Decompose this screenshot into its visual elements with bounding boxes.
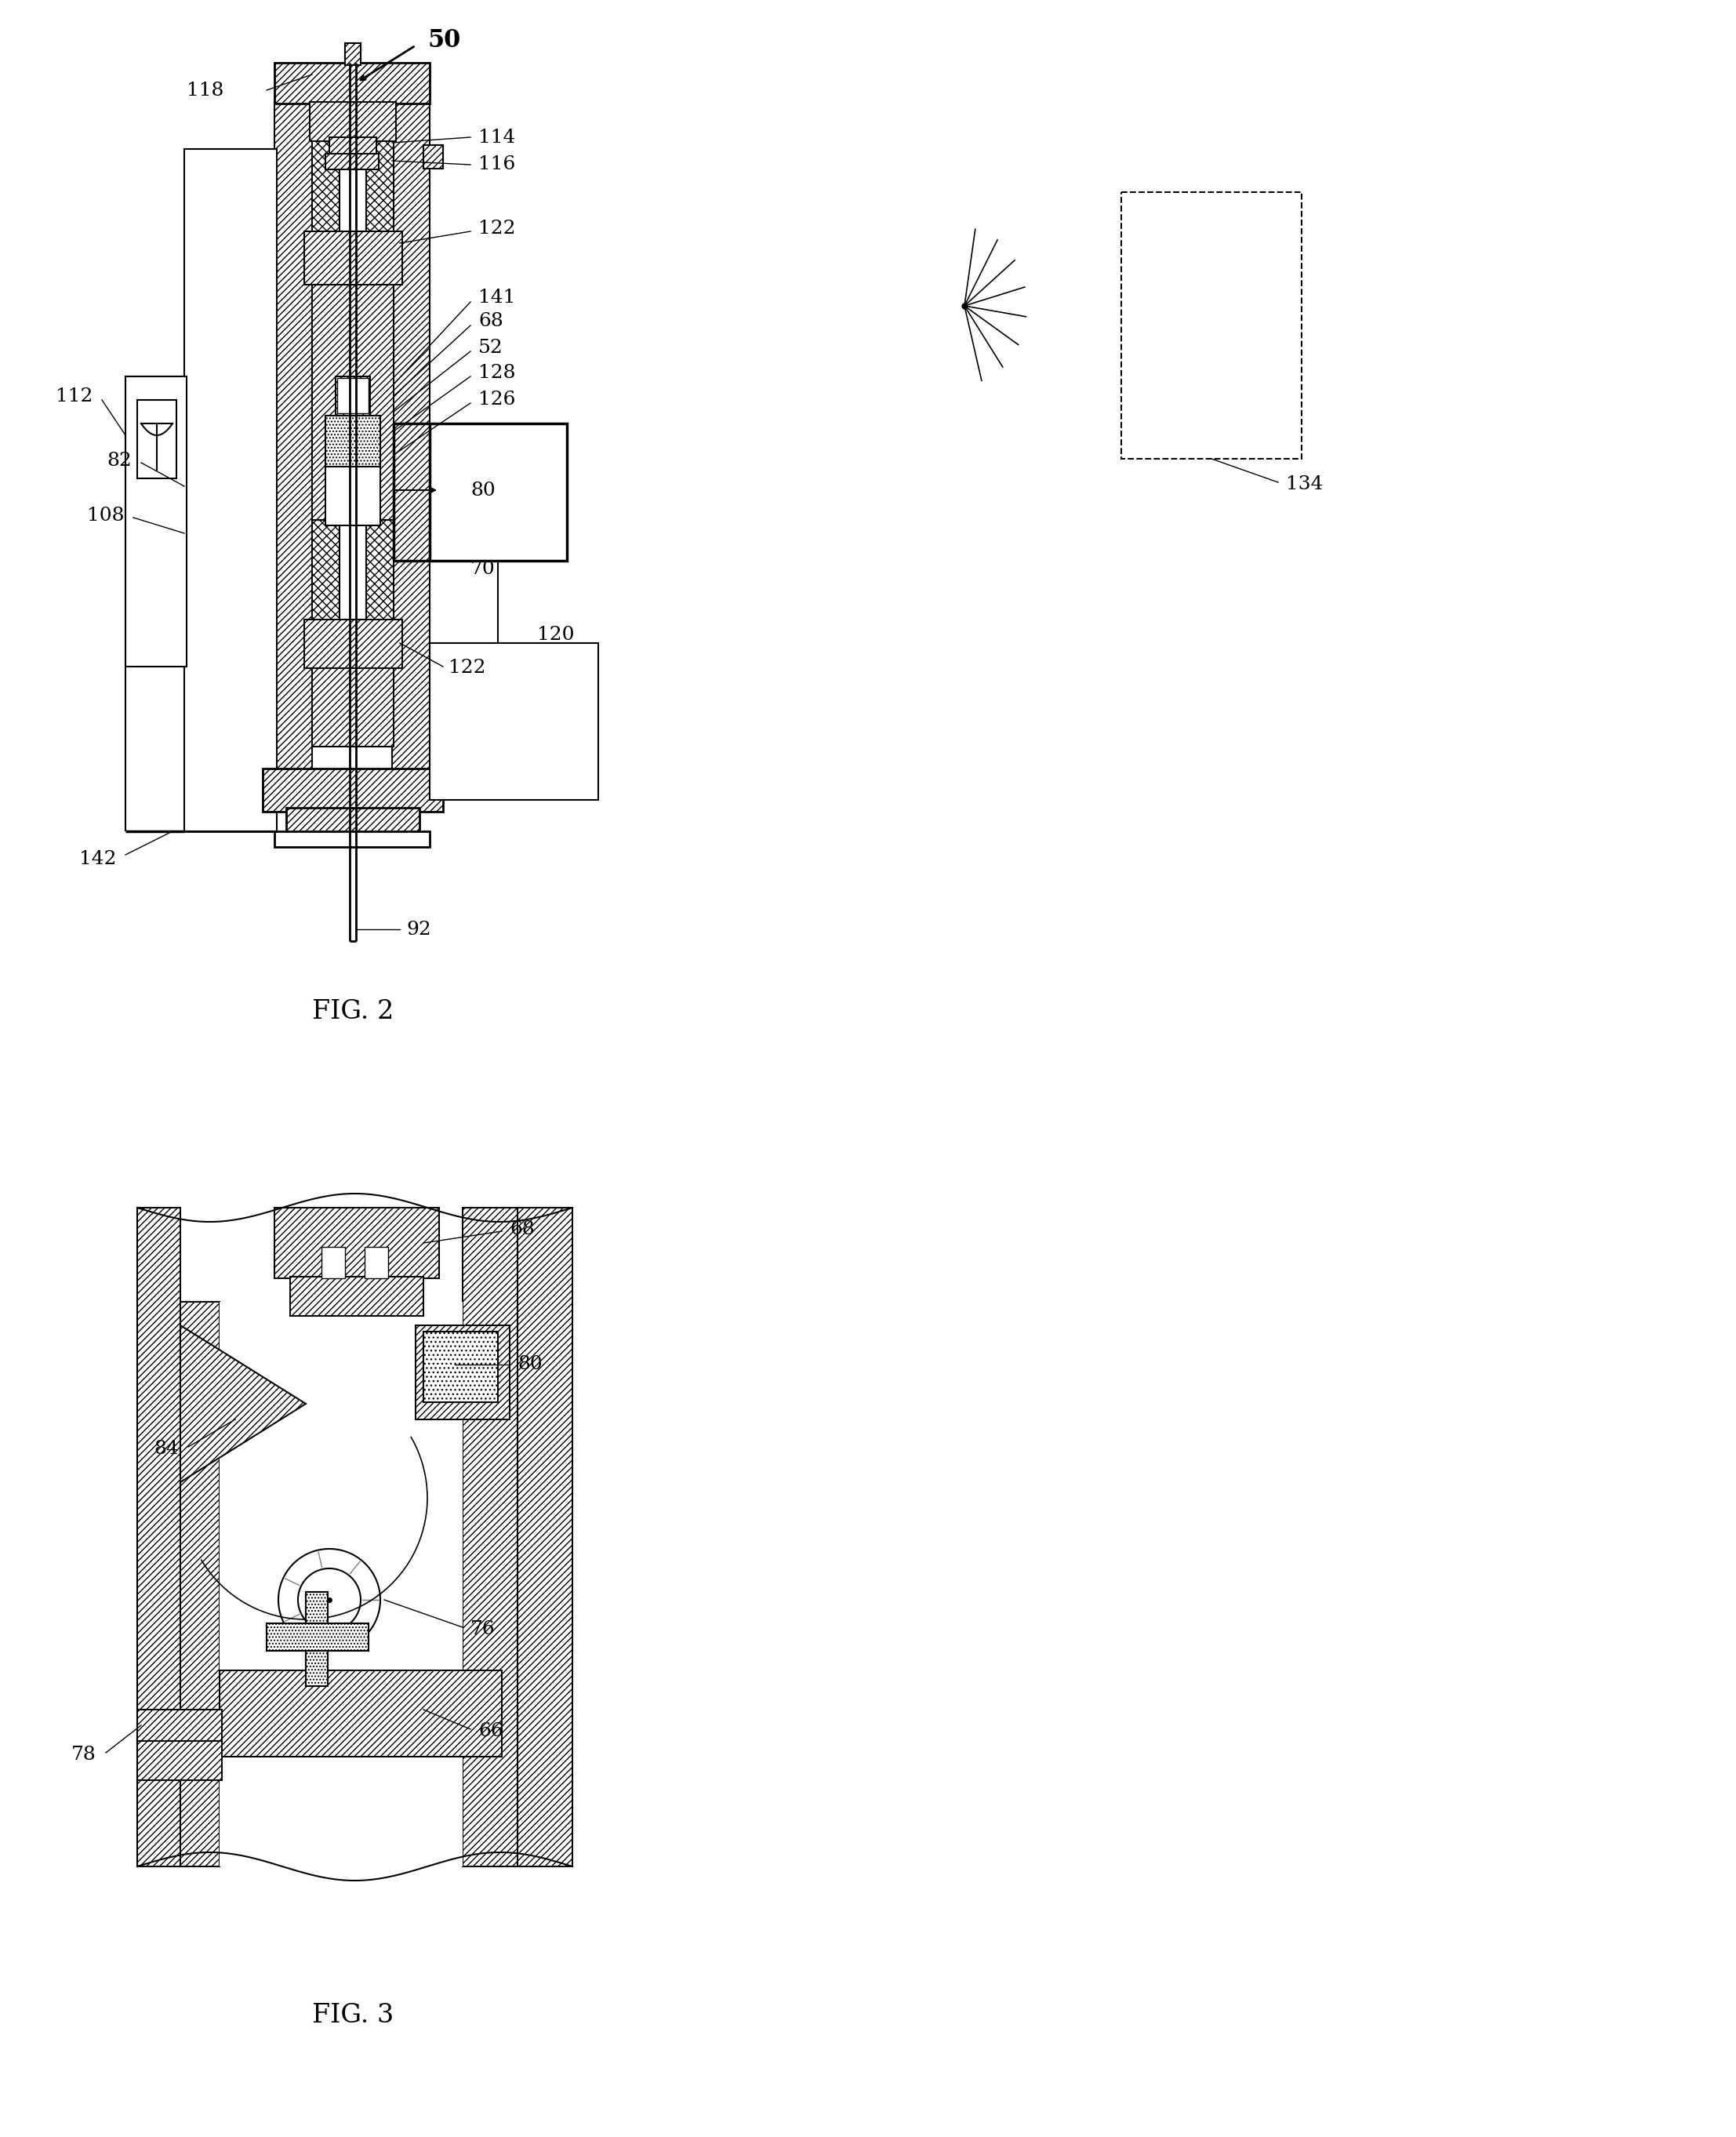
Bar xyxy=(335,376,370,415)
Text: 108: 108 xyxy=(87,506,123,526)
Text: 126: 126 xyxy=(479,391,516,408)
Bar xyxy=(312,669,394,746)
Text: 122: 122 xyxy=(448,658,486,677)
Bar xyxy=(424,1331,498,1402)
Text: 80: 80 xyxy=(470,481,495,500)
Bar xyxy=(431,423,568,560)
Bar xyxy=(392,103,431,776)
Bar xyxy=(125,376,186,667)
Bar xyxy=(462,1207,517,1866)
Bar xyxy=(274,103,312,776)
Bar xyxy=(137,400,177,479)
Bar xyxy=(262,769,443,812)
Bar xyxy=(290,1276,424,1316)
Bar xyxy=(321,1246,345,1278)
Text: 80: 80 xyxy=(517,1355,542,1374)
Bar xyxy=(312,284,394,519)
Text: 141: 141 xyxy=(479,288,516,308)
Text: 92: 92 xyxy=(406,921,431,938)
Bar xyxy=(345,43,361,64)
Bar xyxy=(345,43,361,64)
Text: 122: 122 xyxy=(479,220,516,237)
Bar xyxy=(184,150,276,831)
Bar xyxy=(325,415,380,466)
Text: 142: 142 xyxy=(78,851,116,868)
Bar xyxy=(274,831,431,846)
Text: 114: 114 xyxy=(479,128,516,145)
Bar xyxy=(325,415,380,526)
Text: 82: 82 xyxy=(108,451,132,470)
Bar xyxy=(424,1331,498,1402)
Bar xyxy=(517,1207,573,1866)
Bar xyxy=(330,137,377,154)
Bar xyxy=(137,1207,181,1866)
Text: 66: 66 xyxy=(479,1722,503,1740)
Bar xyxy=(337,378,368,412)
Bar xyxy=(181,1301,219,1866)
Bar xyxy=(365,1246,389,1278)
Bar xyxy=(304,620,403,669)
Bar xyxy=(304,231,403,284)
Text: 128: 128 xyxy=(479,363,516,383)
Text: 68: 68 xyxy=(510,1220,535,1239)
Text: 76: 76 xyxy=(470,1620,495,1637)
Bar xyxy=(424,145,443,169)
Bar xyxy=(312,103,340,635)
Bar xyxy=(424,145,443,169)
Text: 70: 70 xyxy=(470,560,495,577)
Text: FIG. 2: FIG. 2 xyxy=(312,1000,394,1024)
Bar xyxy=(274,62,431,103)
Text: 120: 120 xyxy=(536,626,575,643)
Bar xyxy=(267,1624,368,1650)
Bar xyxy=(274,1207,439,1278)
Bar xyxy=(267,1624,368,1650)
Bar xyxy=(366,103,394,635)
Text: FIG. 3: FIG. 3 xyxy=(312,2002,394,2028)
Bar xyxy=(309,103,396,141)
Bar xyxy=(219,1301,462,1866)
Bar xyxy=(286,808,420,836)
Text: 112: 112 xyxy=(56,387,92,406)
Bar xyxy=(1121,192,1302,459)
Bar xyxy=(325,154,378,169)
Bar xyxy=(137,1710,222,1746)
Text: 116: 116 xyxy=(479,156,516,173)
Polygon shape xyxy=(181,1325,306,1483)
Bar xyxy=(137,1742,222,1780)
Text: 68: 68 xyxy=(479,312,503,331)
Bar xyxy=(219,1671,502,1757)
Bar xyxy=(306,1592,328,1686)
Bar xyxy=(415,1325,510,1419)
Text: 78: 78 xyxy=(71,1746,97,1765)
Text: 50: 50 xyxy=(427,28,460,53)
Bar xyxy=(431,643,599,799)
Text: 134: 134 xyxy=(1286,474,1323,494)
Text: 84: 84 xyxy=(155,1440,179,1457)
Text: 52: 52 xyxy=(479,338,503,357)
Bar xyxy=(306,1592,328,1686)
Text: 118: 118 xyxy=(186,81,224,98)
